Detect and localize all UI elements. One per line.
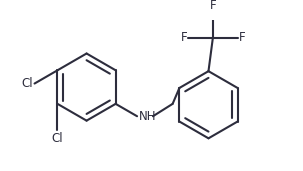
Text: Cl: Cl bbox=[52, 132, 63, 145]
Text: NH: NH bbox=[139, 110, 156, 123]
Text: Cl: Cl bbox=[21, 77, 33, 90]
Text: F: F bbox=[181, 31, 187, 44]
Text: F: F bbox=[238, 31, 245, 44]
Text: F: F bbox=[210, 0, 216, 12]
